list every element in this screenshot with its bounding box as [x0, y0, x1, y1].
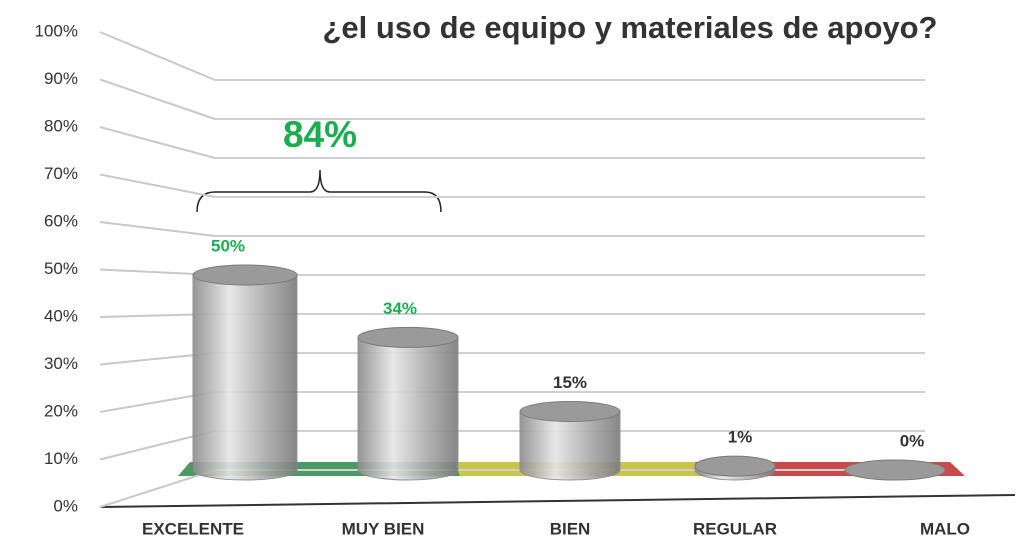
annotation: 84% [283, 114, 357, 155]
bar-top [519, 401, 621, 422]
chart-title: ¿el uso de equipo y materiales de apoyo? [323, 10, 938, 45]
bar-top [844, 459, 946, 481]
y-tick-label: 70% [44, 164, 78, 183]
value-label: 0% [900, 431, 925, 450]
y-tick-label: 90% [44, 69, 78, 88]
grid-line-side [99, 221, 216, 237]
y-tick-label: 40% [44, 306, 78, 325]
x-tick-label: EXCELENTE [142, 519, 244, 538]
bar-top [694, 455, 776, 477]
y-tick-label: 30% [44, 354, 78, 373]
x-tick-label: BIEN [550, 519, 591, 538]
grid-line-side [99, 173, 216, 198]
bracket [196, 169, 442, 213]
y-tick-label: 60% [44, 211, 78, 230]
x-tick-label: MALO [920, 519, 970, 538]
value-label: 34% [383, 299, 417, 318]
y-tick-label: 80% [44, 116, 78, 135]
y-tick-label: 0% [53, 496, 78, 515]
x-tick-label: REGULAR [693, 519, 777, 538]
y-tick-label: 20% [44, 401, 78, 420]
bar [192, 274, 298, 481]
y-tick-label: 10% [44, 449, 78, 468]
x-tick-label: MUY BIEN [342, 519, 425, 538]
x-axis [99, 494, 1016, 508]
value-label: 50% [211, 236, 245, 255]
value-label: 1% [728, 428, 753, 447]
grid-line-side [99, 469, 216, 508]
grid-line-side [99, 31, 216, 81]
grid-line-side [99, 78, 216, 120]
value-label: 15% [553, 373, 587, 392]
y-tick-label: 50% [44, 259, 78, 278]
bar-top [357, 326, 459, 348]
grid-line-side [99, 126, 216, 159]
bar [519, 411, 621, 481]
y-tick-label: 100% [35, 21, 78, 40]
bar [357, 336, 459, 481]
bar-top [192, 264, 298, 286]
